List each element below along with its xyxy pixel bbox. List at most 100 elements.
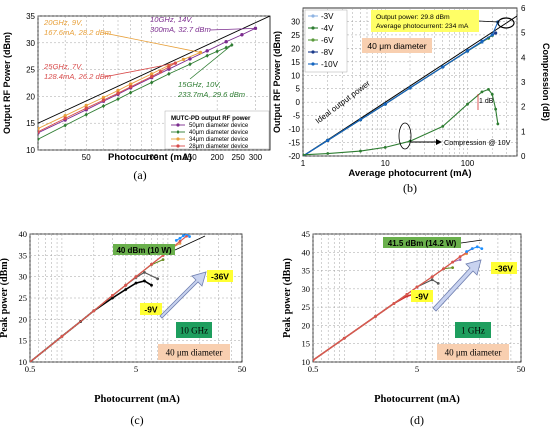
y-axis-label-c: Peak power (dBm): [0, 258, 10, 338]
annotation-box-d-3: [455, 322, 491, 338]
y-tick-label-b-8: 20: [291, 44, 300, 53]
point-d-1-7: [436, 281, 440, 285]
x-tick-label-c-0: 0.5: [25, 364, 36, 374]
annotation-box-d-2: [411, 290, 433, 302]
legend-marker-b-1: [311, 26, 315, 30]
y2-axis-label-b: Compression (dB): [541, 43, 550, 121]
point-b-4-4: [408, 86, 412, 90]
point-a-3-0: [38, 130, 40, 134]
point-a-1-10: [215, 49, 219, 54]
x-tick-label-a-3: 200: [210, 153, 224, 162]
legend-title-a: MUTC-PD output RF power: [171, 115, 251, 122]
annotation-a-3-1: 233.7mA, 29.6 dBm: [177, 90, 245, 99]
point-a-1-0: [38, 137, 40, 142]
x-tick-label-d-1: 5: [415, 364, 419, 374]
bias-arrow-d: [432, 259, 482, 312]
point-c-6-2: [181, 234, 185, 238]
compression-point-b-1: [326, 152, 330, 155]
compression-point-b-7: [480, 90, 484, 94]
x-tick-label-a-2: 150: [183, 153, 197, 162]
annotation-b-1: 40 μm diameter: [367, 41, 426, 51]
series-line-b-4: [303, 21, 499, 156]
highlight-ellipse-b: [497, 17, 515, 29]
annotation-arrow-a-3: [189, 44, 233, 80]
panel-label-c: (c): [130, 413, 143, 427]
y-tick-label-a-5: 35: [26, 12, 35, 21]
point-a-2-3: [101, 95, 106, 100]
annotation-box-d-4: [437, 344, 509, 360]
point-c-6-3: [185, 234, 188, 236]
point-a-2-8: [181, 57, 186, 62]
y-tick-label-b-5: 5: [296, 85, 301, 94]
point-a-1-4: [116, 96, 120, 102]
point-a-0-8: [188, 57, 192, 61]
annotation-d-3: 1 GHz: [461, 326, 485, 336]
point-a-2-4: [116, 88, 120, 93]
annotation-box-c-0: [113, 244, 175, 255]
y2-tick-label-b-1: 1: [521, 127, 526, 136]
panel-label-b: (b): [403, 181, 417, 195]
legend-marker-b-3: [311, 50, 315, 54]
point-c-5-3: [111, 294, 114, 297]
y-axis-label-d: Peak power (dBm): [282, 258, 293, 338]
point-a-3-8: [167, 65, 171, 69]
legend-marker-a-2: [176, 137, 180, 141]
y-tick-label-c-4: 30: [19, 272, 28, 282]
legend-label-b-4: -10V: [321, 60, 339, 69]
y-tick-label-b-0: -20: [288, 152, 300, 161]
point-d-5-9: [458, 255, 462, 259]
compression-point-b-11: [496, 122, 500, 126]
point-d-5-2: [374, 314, 378, 318]
bias-arrow-c: [159, 271, 207, 319]
x-tick-label-a-4: 250: [232, 153, 246, 162]
y-tick-label-c-5: 35: [19, 250, 28, 260]
legend-marker-b-4: [311, 62, 315, 66]
point-a-3-3: [101, 98, 106, 102]
x-tick-label-c-1: 5: [134, 364, 138, 374]
point-a-1-1: [63, 123, 67, 128]
point-a-3-6: [149, 74, 154, 79]
y-tick-label-b-2: -10: [288, 125, 300, 134]
y2-tick-label-b-2: 2: [521, 103, 526, 112]
legend-label-b-3: -8V: [321, 48, 334, 57]
annotation-c-0: 40 dBm (10 W): [116, 246, 171, 255]
point-a-3-4: [116, 91, 120, 95]
y-tick-label-d-1: 15: [302, 339, 311, 349]
point-a-1-8: [188, 62, 192, 67]
compression-point-b-6: [466, 102, 469, 106]
compression-point-b-9: [490, 92, 494, 96]
point-d-6-3: [480, 247, 484, 251]
annotation-box-c-2: [140, 303, 162, 315]
data-d: [313, 245, 484, 362]
y-tick-label-b-10: 30: [291, 17, 300, 26]
panel-label-d: (d): [410, 413, 424, 427]
legend-b: -3V -4V -6V -8V -10V: [304, 9, 348, 73]
annotation-c-3: 10 GHz: [180, 326, 208, 336]
legend-marker-a-0: [176, 123, 180, 127]
point-a-2-1: [63, 113, 67, 118]
legend-label-b-2: -6V: [321, 36, 334, 45]
annotations-a: 20GHz, 9V,167.6mA, 28.2 dBm 10GHz, 14V,30…: [43, 15, 256, 99]
annotation-arrowhead-b-4: [436, 139, 442, 145]
y-tick-label-b-6: 10: [291, 71, 300, 80]
panel-label-a: (a): [133, 168, 146, 182]
y-tick-label-c-0: 10: [19, 357, 28, 367]
y-tick-label-c-3: 25: [19, 293, 28, 303]
y-tick-label-c-1: 15: [19, 336, 28, 346]
annotation-arrow-a-0: [103, 32, 201, 53]
point-a-2-2: [84, 103, 88, 108]
compression-point-b-5: [441, 125, 445, 128]
point-b-3-7: [494, 31, 498, 35]
point-a-3-2: [84, 106, 88, 110]
y2-tick-label-b-5: 5: [521, 29, 526, 38]
point-a-1-3: [101, 103, 106, 109]
point-c-0-4: [111, 296, 114, 300]
point-d-1-6: [430, 278, 434, 282]
x-tick-label-b-2: 100: [461, 159, 475, 168]
annotation-d-1: -36V: [495, 264, 513, 274]
annotation-box-c-1: [207, 270, 233, 282]
grid-c: [29, 233, 243, 363]
panel-b: -20 -15 -10 -5 0 5 10 15 20 25 30 1 10 100 0 1 2 3 4 5 6 Ave…: [272, 4, 550, 195]
annotation-a-2-0: 25GHz, 7V,: [43, 62, 83, 71]
annotation-box-b-0: [371, 10, 479, 32]
